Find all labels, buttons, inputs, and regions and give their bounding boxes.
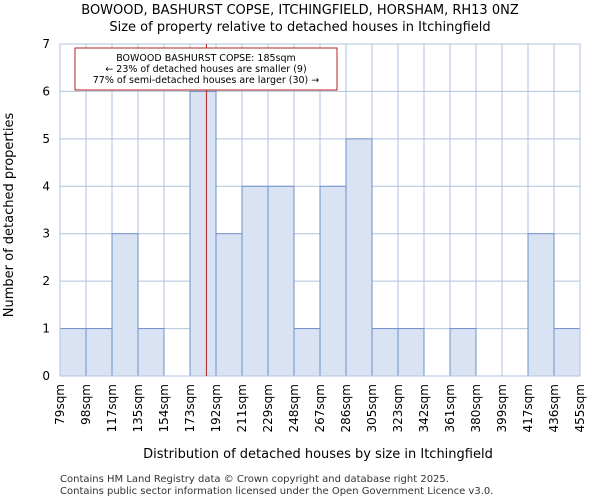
x-tick-label: 229sqm <box>261 384 275 432</box>
y-tick-label: 0 <box>42 369 50 383</box>
chart-subtitle: Size of property relative to detached ho… <box>109 20 490 35</box>
x-tick-label: 154sqm <box>157 384 171 432</box>
y-tick-labels: 0 1 2 3 4 5 6 7 <box>42 37 50 383</box>
histogram-bar <box>345 138 373 377</box>
annotation-line-1: BOWOOD BASHURST COPSE: 185sqm <box>116 53 296 64</box>
x-tick-label: 323sqm <box>391 384 405 432</box>
histogram-bar <box>267 185 295 377</box>
histogram-bar <box>85 328 113 377</box>
y-tick-label: 3 <box>42 227 50 241</box>
footer-line-1: Contains HM Land Registry data © Crown c… <box>60 474 449 485</box>
annotation-line-2: ← 23% of detached houses are smaller (9) <box>105 64 306 75</box>
x-tick-label: 342sqm <box>417 384 431 432</box>
chart-title: BOWOOD, BASHURST COPSE, ITCHINGFIELD, HO… <box>81 3 519 18</box>
x-tick-label: 305sqm <box>365 384 379 432</box>
y-tick-label: 5 <box>42 132 50 146</box>
histogram-bar <box>371 328 399 377</box>
x-tick-label: 248sqm <box>287 384 301 432</box>
bars <box>59 90 581 377</box>
x-tick-label: 417sqm <box>521 384 535 432</box>
y-tick-label: 1 <box>42 322 50 336</box>
histogram-bar <box>241 185 269 377</box>
y-tick-label: 7 <box>42 37 50 51</box>
x-tick-label: 117sqm <box>105 384 119 432</box>
histogram-bar <box>189 90 217 377</box>
x-tick-label: 380sqm <box>469 384 483 432</box>
annotation-frame <box>74 47 338 91</box>
y-axis-label: Number of detached properties <box>2 113 17 318</box>
y-tick-label: 6 <box>42 84 50 98</box>
x-tick-label: 267sqm <box>313 384 327 432</box>
histogram-bar <box>111 233 139 377</box>
x-tick-label: 79sqm <box>53 384 67 425</box>
x-tick-label: 361sqm <box>443 384 457 432</box>
y-tick-label: 4 <box>42 179 50 193</box>
histogram-bar <box>527 233 555 377</box>
x-tick-label: 436sqm <box>547 384 561 432</box>
x-tick-label: 211sqm <box>235 384 249 432</box>
histogram-bar <box>319 185 347 377</box>
histogram-bar <box>215 233 243 377</box>
x-tick-label: 192sqm <box>209 384 223 432</box>
x-tick-label: 135sqm <box>131 384 145 432</box>
x-tick-labels: 79sqm 98sqm 117sqm 135sqm 154sqm 173sqm 192sqm… <box>53 384 587 432</box>
x-tick-label: 286sqm <box>339 384 353 432</box>
x-tick-label: 98sqm <box>79 384 93 425</box>
x-tick-label: 173sqm <box>183 384 197 432</box>
histogram-bar <box>553 328 581 377</box>
histogram-bar <box>59 328 87 377</box>
histogram-bar <box>293 328 321 377</box>
x-tick-label: 399sqm <box>495 384 509 432</box>
histogram-bar <box>137 328 165 377</box>
x-axis-label: Distribution of detached houses by size … <box>143 447 493 462</box>
annotation-line-3: 77% of semi-detached houses are larger (… <box>93 75 320 86</box>
histogram-bar <box>449 328 477 377</box>
plot-area-frame <box>59 43 581 377</box>
histogram-bar <box>397 328 425 377</box>
x-tick-label: 455sqm <box>573 384 587 432</box>
footer-line-2: Contains public sector information licen… <box>60 486 493 497</box>
annotation-box: BOWOOD BASHURST COPSE: 185sqm ← 23% of d… <box>74 47 338 91</box>
y-tick-label: 2 <box>42 274 50 288</box>
